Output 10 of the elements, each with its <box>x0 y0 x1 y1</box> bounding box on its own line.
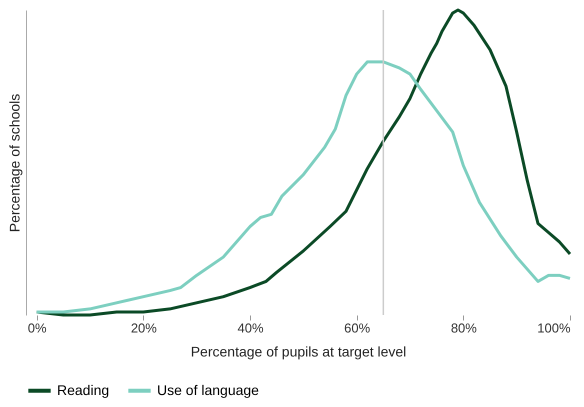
x-tick-label: 100% <box>537 320 571 336</box>
y-axis-title: Percentage of schools <box>6 94 22 232</box>
x-tick-label: 20% <box>130 320 158 336</box>
x-tick-label: 0% <box>28 320 47 336</box>
legend-label: Reading <box>57 382 110 398</box>
x-tick-label: 80% <box>450 320 478 336</box>
x-tick-label: 60% <box>344 320 371 336</box>
x-tick-label: 40% <box>237 320 264 336</box>
legend-label: Use of language <box>157 382 260 398</box>
x-axis-title: Percentage of pupils at target level <box>190 344 406 360</box>
